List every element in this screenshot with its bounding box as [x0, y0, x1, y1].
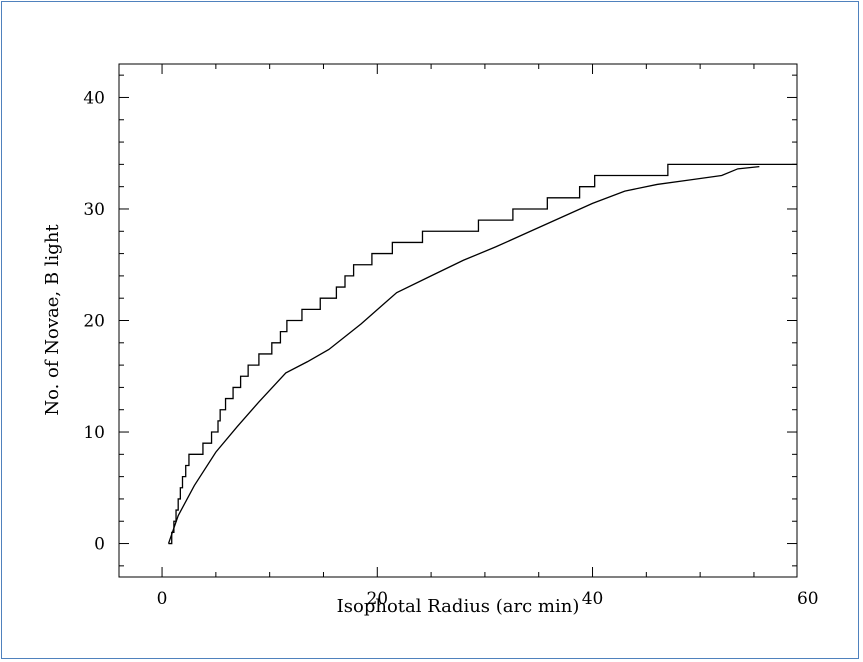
y-tick-label: 30	[83, 200, 105, 220]
x-tick-label: 20	[366, 589, 388, 609]
y-tick-label: 40	[83, 88, 105, 108]
x-axis-title: Isophotal Radius (arc min)	[337, 596, 580, 617]
y-tick-label: 20	[83, 312, 105, 332]
x-tick-label: 40	[582, 589, 604, 609]
y-axis-title: No. of Novae, B light	[42, 224, 63, 416]
series-layer	[167, 163, 797, 545]
x-tick-label: 60	[797, 589, 819, 609]
y-tick-label: 10	[83, 423, 105, 443]
axis-tick-labels: 0 20 40 60 0 10 20 30 40	[83, 88, 818, 609]
axis-ticks	[119, 64, 797, 577]
y-tick-label: 0	[94, 535, 105, 555]
step-series-line	[168, 163, 797, 545]
plot-area-border	[118, 63, 798, 578]
smooth-series-line	[167, 165, 760, 544]
x-tick-label: 0	[157, 589, 168, 609]
